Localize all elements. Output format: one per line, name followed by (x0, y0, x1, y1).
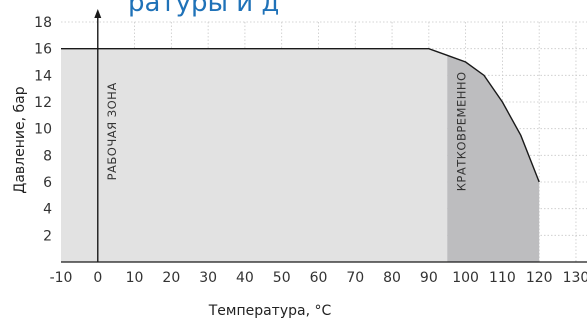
y-tick-label: 8 (43, 148, 52, 164)
zone-area-1 (447, 55, 540, 263)
x-tick-label: 80 (383, 270, 401, 286)
x-tick-label: 100 (452, 270, 479, 286)
y-tick-label: 6 (43, 175, 52, 191)
x-tick-label: 120 (526, 270, 553, 286)
x-tick-label: 90 (420, 270, 438, 286)
pressure-curve (61, 47, 540, 183)
x-tick-label: 30 (199, 270, 217, 286)
x-tick-label: 10 (126, 270, 144, 286)
y-tick-label: 16 (34, 42, 52, 58)
x-tick-label: 70 (346, 270, 364, 286)
x-tick-label: 20 (162, 270, 180, 286)
y-tick-label: 10 (34, 122, 52, 138)
y-axis-arrow (94, 9, 102, 18)
x-tick-labels: -10 0 10 20 30 40 50 60 70 80 90 100 110 120 130 (50, 270, 587, 286)
x-axis-label: Температура, °C (208, 303, 332, 319)
curve-layer (61, 47, 540, 183)
x-tick-label: -10 (50, 270, 73, 286)
x-tick-label: 50 (273, 270, 291, 286)
y-tick-label: 18 (34, 15, 52, 31)
chart-title-fragment: ратуры и д (128, 0, 279, 18)
y-axis-label: Давление, бар (12, 86, 28, 193)
zones (61, 48, 540, 263)
x-tick-label: 60 (310, 270, 328, 286)
x-tick-label: 0 (93, 270, 102, 286)
zone-label-working: РАБОЧАЯ ЗОНА (105, 82, 119, 180)
y-tick-label: 4 (43, 202, 52, 218)
zone-label-short-term: КРАТКОВРЕМЕННО (455, 71, 469, 191)
zone-area-0 (61, 48, 448, 262)
axes (61, 9, 587, 263)
x-tick-label: 130 (563, 270, 587, 286)
y-tick-labels: 2 4 6 8 10 12 14 16 18 (34, 15, 52, 244)
zone-labels: РАБОЧАЯ ЗОНА КРАТКОВРЕМЕННО (105, 71, 468, 191)
x-tick-label: 40 (236, 270, 254, 286)
y-tick-label: 2 (43, 228, 52, 244)
y-tick-label: 12 (34, 95, 52, 111)
y-tick-label: 14 (34, 68, 52, 84)
x-tick-label: 110 (489, 270, 516, 286)
